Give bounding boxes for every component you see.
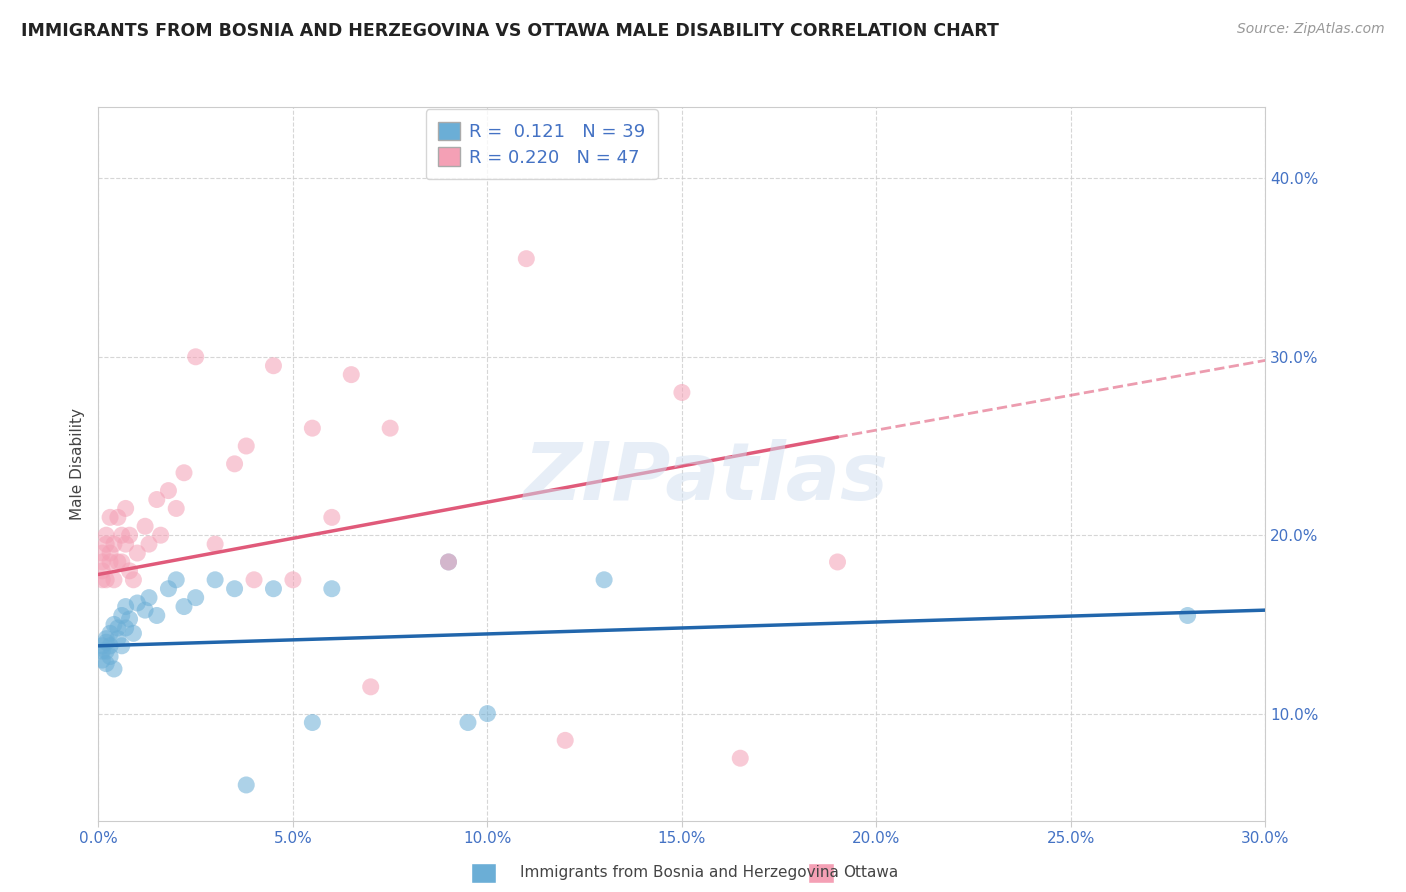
Point (165, 501, 187, 516)
Point (340, 368, 363, 382)
Point (378, 421, 402, 435)
Point (114, 501, 136, 516)
Point (146, 608, 169, 623)
Point (224, 457, 246, 471)
Point (146, 492, 169, 507)
Point (96, 657, 118, 671)
Point (437, 555, 460, 569)
Point (321, 582, 343, 596)
Point (157, 582, 180, 596)
Point (235, 439, 257, 453)
Point (827, 555, 849, 569)
Point (103, 537, 125, 551)
Point (134, 519, 156, 533)
Point (127, 546, 149, 560)
Point (243, 573, 266, 587)
Point (204, 573, 226, 587)
Point (321, 510, 343, 524)
Point (457, 715, 479, 730)
Point (91, 639, 114, 653)
Point (118, 564, 141, 578)
Point (235, 778, 257, 792)
Point (149, 528, 172, 542)
Text: ZIPatlas: ZIPatlas (523, 439, 887, 517)
Point (91, 555, 114, 569)
Point (184, 350, 207, 364)
Legend: R =  0.121   N = 39, R = 0.220   N = 47: R = 0.121 N = 39, R = 0.220 N = 47 (426, 109, 658, 179)
Point (96, 528, 118, 542)
Point (730, 751, 752, 765)
Point (204, 537, 226, 551)
Point (107, 621, 129, 635)
Point (111, 608, 134, 623)
Point (103, 662, 125, 676)
Point (114, 537, 136, 551)
Point (437, 555, 460, 569)
Point (91, 653, 114, 667)
Point (301, 715, 323, 730)
Point (111, 528, 134, 542)
Point (127, 596, 149, 610)
Point (98, 649, 121, 664)
Text: IMMIGRANTS FROM BOSNIA AND HERZEGOVINA VS OTTAWA MALE DISABILITY CORRELATION CHA: IMMIGRANTS FROM BOSNIA AND HERZEGOVINA V… (21, 22, 1000, 40)
Point (138, 591, 160, 605)
Point (98, 639, 121, 653)
Point (98, 555, 121, 569)
Text: Immigrants from Bosnia and Herzegovina: Immigrants from Bosnia and Herzegovina (520, 865, 839, 880)
Point (360, 680, 382, 694)
Point (91, 546, 114, 560)
Point (96, 537, 118, 551)
Point (96, 573, 118, 587)
Point (1177, 608, 1199, 623)
Point (224, 582, 246, 596)
Point (107, 555, 129, 569)
Point (96, 632, 118, 646)
Point (103, 617, 125, 632)
Point (111, 639, 134, 653)
Point (91, 644, 114, 658)
Point (122, 626, 145, 640)
Point (96, 635, 118, 649)
Point (118, 612, 141, 626)
Point (114, 621, 136, 635)
Point (114, 599, 136, 614)
Point (107, 632, 129, 646)
Point (671, 385, 693, 400)
Text: Ottawa: Ottawa (844, 865, 898, 880)
Point (593, 573, 616, 587)
Point (301, 421, 323, 435)
Point (134, 603, 156, 617)
Point (165, 573, 187, 587)
Point (98, 510, 121, 524)
Point (96, 644, 118, 658)
Point (98, 546, 121, 560)
Point (173, 599, 195, 614)
Point (184, 591, 207, 605)
Y-axis label: Male Disability: Male Disability (70, 408, 86, 520)
Point (111, 555, 134, 569)
Point (98, 626, 121, 640)
Point (122, 573, 145, 587)
Point (262, 582, 284, 596)
Point (118, 528, 141, 542)
Point (91, 564, 114, 578)
Point (157, 483, 180, 498)
Point (173, 466, 195, 480)
Point (515, 252, 537, 266)
Point (138, 537, 160, 551)
Point (281, 573, 304, 587)
Point (103, 573, 125, 587)
Point (477, 706, 499, 721)
Point (91, 573, 114, 587)
Text: Source: ZipAtlas.com: Source: ZipAtlas.com (1237, 22, 1385, 37)
Point (107, 510, 129, 524)
Point (554, 733, 576, 747)
Point (262, 359, 284, 373)
